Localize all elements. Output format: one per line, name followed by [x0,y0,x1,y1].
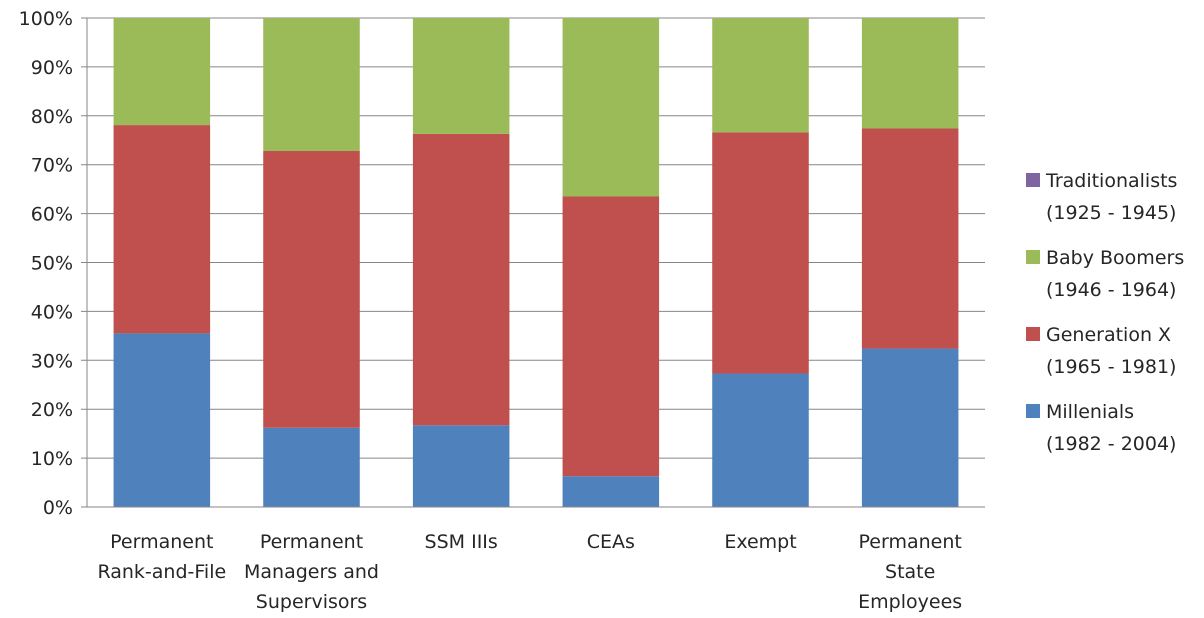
legend-label: (1965 - 1981) [1046,356,1176,378]
legend-label: Baby Boomers [1046,247,1184,269]
legend-swatch [1026,173,1040,187]
x-category-label: CEAs [587,531,635,553]
bar-segment-series-0-cat-0 [113,333,211,507]
legend-label: (1925 - 1945) [1046,202,1176,224]
legend: Traditionalists (1925 - 1945) Baby Boomers… [1026,170,1184,455]
y-tick-labels: 0% 10% 20% 30% 40% 50% 60% 70% 80% 90% 100% [19,8,73,519]
y-tick-label: 60% [31,204,73,226]
y-tick-label: 30% [31,350,73,372]
x-category-label: State [885,561,935,583]
legend-label: (1946 - 1964) [1046,279,1176,301]
x-category-label: Employees [858,591,962,613]
bar-segment-series-0-cat-2 [412,425,510,507]
y-tick-label: 50% [31,253,73,275]
bar-segment-series-0-cat-4 [712,373,809,507]
x-category-label: Permanent [859,531,962,553]
bar-segment-series-0-cat-3 [562,476,660,507]
y-tick-label: 0% [43,497,73,519]
legend-swatch [1026,404,1040,418]
y-tick-label: 90% [31,57,73,79]
y-tick-label: 10% [31,448,73,470]
bar-segment-series-2-cat-3 [562,18,660,197]
bar-segment-series-1-cat-0 [113,125,211,334]
x-category-label: Rank-and-File [97,561,226,583]
x-category-label: Permanent [110,531,213,553]
bar-segment-series-1-cat-5 [861,128,959,349]
bar-segment-series-1-cat-3 [562,196,660,477]
x-category-label: Supervisors [256,591,367,613]
x-category-labels: Permanent Rank-and-File Permanent Managers … [97,531,962,613]
bar-segment-series-1-cat-2 [412,133,510,426]
bars [113,18,959,507]
bar-segment-series-2-cat-4 [712,18,809,133]
legend-swatch [1026,250,1040,264]
bar-segment-series-1-cat-4 [712,132,809,374]
bar-segment-series-2-cat-0 [113,18,211,126]
gridlines [81,17,985,508]
bar-segment-series-0-cat-1 [263,427,360,507]
y-tick-label: 20% [31,399,73,421]
legend-label: Traditionalists [1045,170,1177,192]
axes [86,18,985,508]
bar-segment-series-2-cat-1 [263,18,360,152]
bar-segment-series-1-cat-1 [263,151,360,428]
legend-label: Millenials [1046,401,1134,423]
legend-swatch [1026,327,1040,341]
bar-segment-series-2-cat-2 [412,18,510,134]
y-tick-label: 40% [31,301,73,323]
y-tick-label: 100% [19,8,73,30]
legend-label: Generation X [1046,324,1171,346]
y-tick-label: 70% [31,155,73,177]
x-category-label: SSM IIIs [425,531,498,553]
legend-label: (1982 - 2004) [1046,433,1176,455]
x-category-label: Managers and [244,561,379,583]
bar-segment-series-0-cat-5 [861,348,959,507]
x-category-label: Exempt [724,531,796,553]
bar-segment-series-2-cat-5 [861,18,959,129]
y-tick-label: 80% [31,106,73,128]
x-category-label: Permanent [260,531,363,553]
